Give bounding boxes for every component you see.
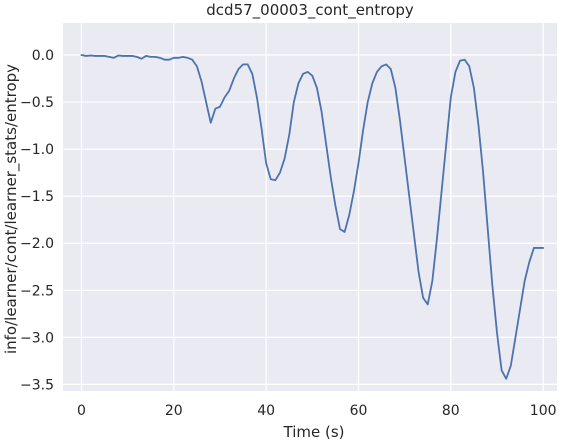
plot-background — [63, 23, 557, 391]
y-tick-label: −1.5 — [20, 189, 54, 205]
y-tick-label: −0.5 — [20, 95, 54, 111]
series-line — [80, 54, 545, 380]
y-tick-label: −1.0 — [20, 142, 54, 158]
y-tick-labels: 0.0 −0.5 −1.0 −1.5 −2.0 −2.5 −3.0 −3.5 — [20, 48, 54, 393]
x-tick-label: 100 — [530, 403, 557, 419]
y-axis-title: info/learner/cont/learner_stats/entropy — [2, 64, 21, 354]
line-layer — [80, 54, 545, 380]
x-tick-label: 60 — [350, 403, 368, 419]
y-tick-label: −2.5 — [20, 283, 54, 299]
grid — [63, 23, 557, 391]
x-tick-label: 0 — [77, 403, 86, 419]
y-tick-label: 0.0 — [32, 48, 54, 64]
y-tick-label: −3.0 — [20, 330, 54, 346]
x-tick-label: 20 — [165, 403, 183, 419]
x-axis-title: Time (s) — [283, 423, 345, 441]
x-tick-labels: 0 20 40 60 80 100 — [77, 403, 557, 419]
y-tick-label: −3.5 — [20, 377, 54, 393]
x-tick-label: 80 — [442, 403, 460, 419]
x-tick-label: 40 — [257, 403, 275, 419]
y-tick-label: −2.0 — [20, 236, 54, 252]
chart-title: dcd57_00003_cont_entropy — [206, 1, 414, 20]
